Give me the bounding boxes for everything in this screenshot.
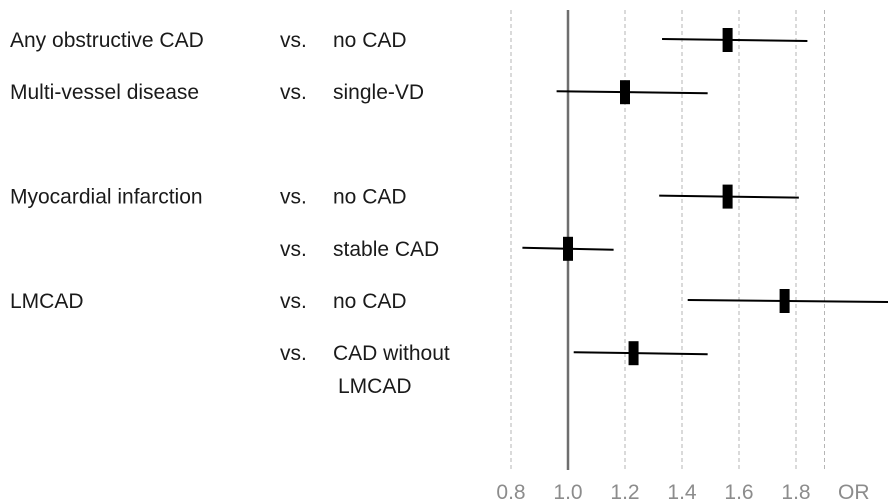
comparison-label: single-VD (333, 81, 424, 104)
confidence-interval (573, 351, 708, 356)
tick-label: 1.8 (781, 481, 810, 501)
vs-label: vs. (280, 342, 307, 365)
point-estimate (722, 28, 733, 52)
group-label: Any obstructive CAD (10, 29, 204, 52)
confidence-interval (662, 38, 808, 42)
vs-label: vs. (280, 29, 307, 52)
vs-label: vs. (280, 186, 307, 209)
comparison-label: no CAD (333, 29, 407, 52)
vs-label: vs. (280, 238, 307, 261)
vs-label: vs. (280, 290, 307, 313)
comparison-label-line2: LMCAD (338, 375, 412, 398)
confidence-intervals (522, 38, 888, 356)
group-label: Myocardial infarction (10, 186, 203, 209)
point-estimate (628, 341, 639, 366)
vs-label: vs. (280, 81, 307, 104)
point-estimate (779, 289, 790, 313)
grid-lines (510, 10, 825, 470)
comparison-label: CAD without (333, 342, 450, 365)
comparison-label: no CAD (333, 186, 407, 209)
group-label: LMCAD (10, 290, 84, 313)
tick-label: 0.8 (496, 481, 525, 501)
confidence-interval (556, 90, 708, 95)
tick-label: 1.0 (553, 481, 582, 501)
point-estimate (620, 80, 630, 105)
tick-label: 1.4 (667, 481, 697, 501)
point-estimate (563, 236, 573, 261)
row-labels: Any obstructive CAD Multi-vessel disease M… (10, 29, 450, 398)
point-estimates (563, 28, 790, 366)
axis-label: OR (838, 481, 870, 501)
x-axis-ticks: 0.8 1.0 1.2 1.4 1.6 1.8 (496, 481, 810, 501)
tick-label: 1.6 (724, 481, 753, 501)
comparison-label: no CAD (333, 290, 407, 313)
comparison-label: stable CAD (333, 238, 439, 261)
group-label: Multi-vessel disease (10, 81, 199, 104)
tick-label: 1.2 (610, 481, 639, 501)
point-estimate (722, 184, 733, 209)
